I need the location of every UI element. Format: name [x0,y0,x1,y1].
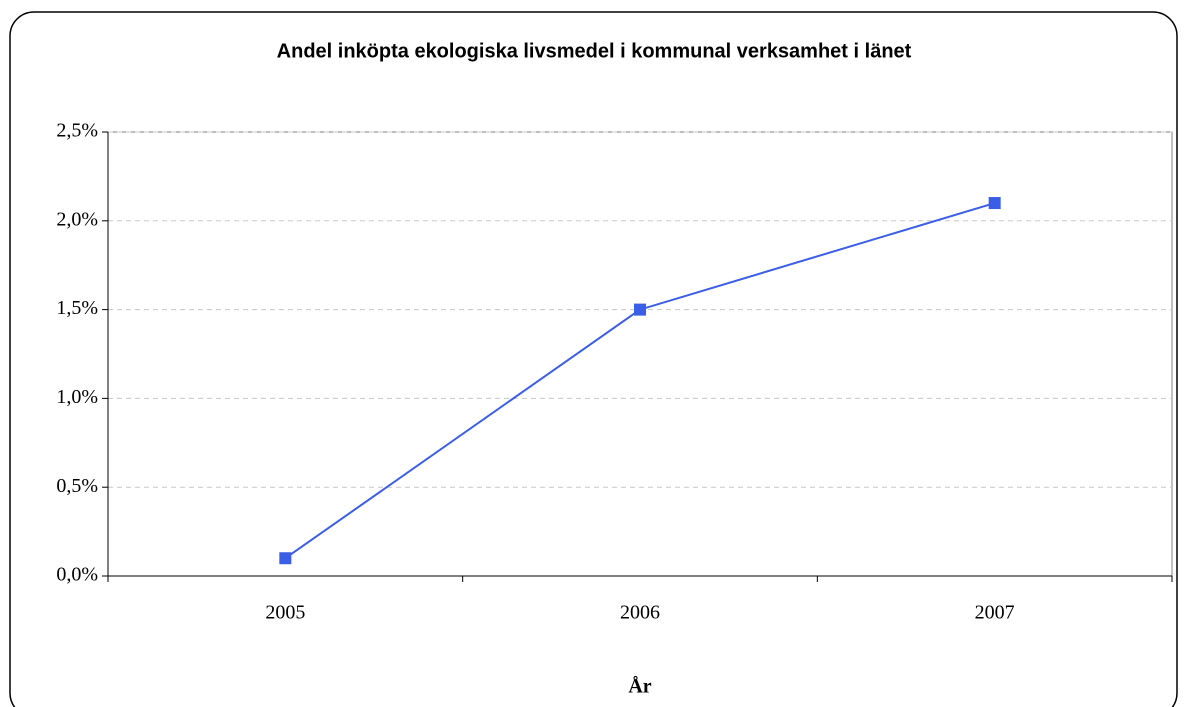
marker [279,552,292,565]
x-tick-label: 2007 [975,602,1015,624]
y-tick-label: 2,0% [56,208,98,230]
y-tick-label: 2,5% [56,120,98,142]
y-tick-label: 0,5% [56,475,98,497]
x-tick-label: 2006 [620,602,660,624]
y-tick-label: 1,5% [56,297,98,319]
marker [634,303,646,316]
x-axis-label: År [628,675,651,698]
chart-title: Andel inköpta ekologiska livsmedel i kom… [277,40,912,62]
plot-area [107,131,1173,577]
marker [988,197,1001,210]
x-tick-label: 2005 [265,602,305,624]
y-tick-label: 1,0% [56,386,98,408]
y-tick-label: 0,0% [56,564,98,586]
